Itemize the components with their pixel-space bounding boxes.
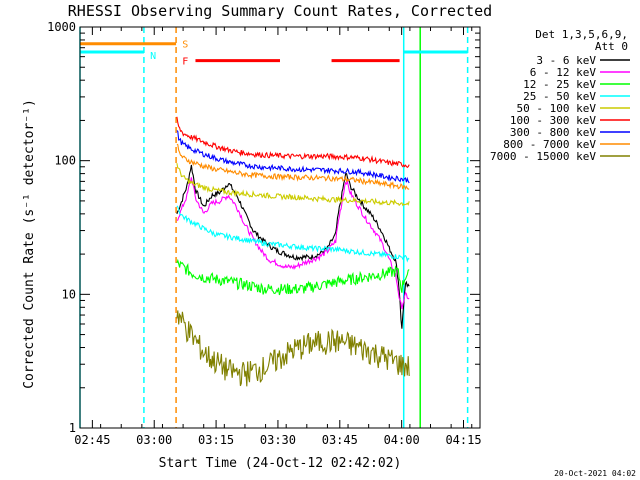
legend-label-0: 3 - 6 keV (536, 54, 596, 67)
y-tick-label-0: 1 (69, 421, 76, 435)
annotation-f: F (182, 57, 188, 68)
series-line-2 (176, 258, 410, 296)
legend-label-1: 6 - 12 keV (530, 66, 597, 79)
legend-label-3: 25 - 50 keV (523, 90, 596, 103)
legend-label-5: 100 - 300 keV (510, 114, 596, 127)
series-line-3 (176, 205, 410, 263)
y-tick-label-2: 100 (54, 154, 76, 168)
x-tick-label-1: 03:00 (136, 433, 172, 447)
series-line-0 (176, 164, 410, 329)
plot-area: SF N (79, 27, 469, 428)
series-line-8 (176, 310, 410, 387)
series-line-7 (176, 143, 410, 191)
series-line-6 (176, 130, 410, 184)
series-line-4 (176, 163, 410, 207)
legend-title-line-0: Det 1,3,5,6,9, (535, 28, 628, 41)
axes: 1 10 100 1000 02:45 03:00 03:15 03:30 03:45 04:00… (47, 20, 481, 447)
chart-title: RHESSI Observing Summary Count Rates, Co… (68, 2, 492, 20)
series-line-5 (176, 116, 410, 169)
x-tick-label-4: 03:45 (322, 433, 358, 447)
x-tick-label-3: 03:30 (260, 433, 296, 447)
footer-timestamp: 20-Oct-2021 04:02 (554, 469, 636, 478)
series-line-1 (176, 177, 410, 310)
axes-frame (79, 26, 481, 429)
legend-label-2: 12 - 25 keV (523, 78, 596, 91)
legend-label-8: 7000 - 15000 keV (490, 150, 596, 163)
x-axis-label: Start Time (24-Oct-12 02:42:02) (159, 456, 402, 471)
x-tick-label-5: 04:00 (384, 433, 420, 447)
y-tick-label-3: 1000 (47, 20, 76, 34)
annotation-s: S (182, 40, 188, 51)
x-tick-label-0: 02:45 (74, 433, 110, 447)
y-axis-label: Corrected Count Rate (s⁻¹ detector⁻¹) (22, 99, 37, 389)
y-tick-label-1: 10 (62, 287, 76, 301)
x-tick-label-6: 04:15 (445, 433, 481, 447)
legend-label-4: 50 - 100 keV (517, 102, 597, 115)
legend-label-7: 800 - 7000 keV (503, 138, 596, 151)
x-tick-label-2: 03:15 (198, 433, 234, 447)
legend-label-6: 300 - 800 keV (510, 126, 596, 139)
legend-title-line-1: Att 0 (595, 40, 628, 53)
annotation-n: N (150, 51, 156, 62)
